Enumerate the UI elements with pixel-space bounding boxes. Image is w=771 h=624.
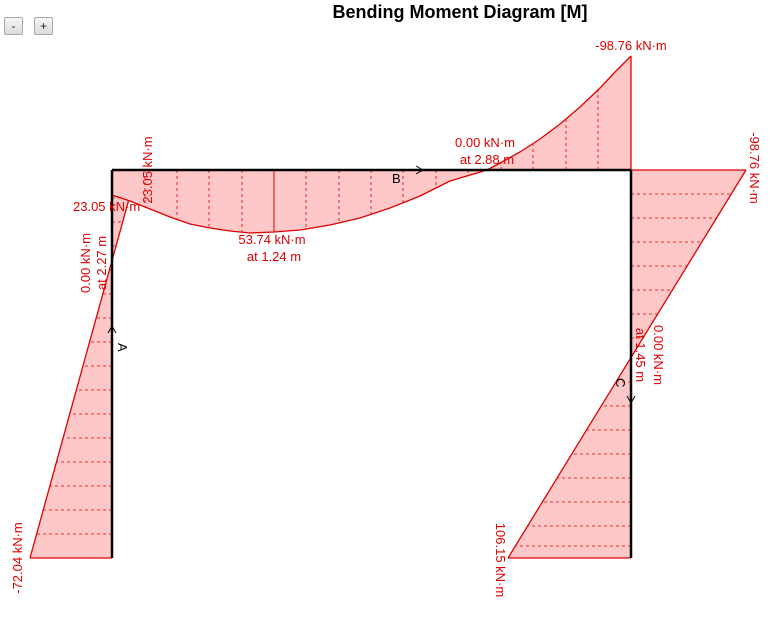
label-b-max-value: 53.74 kN·m	[238, 232, 305, 247]
member-direction-arrows	[107, 165, 636, 405]
moment-area-member-a	[29, 169, 138, 559]
label-a-bottom: -72.04 kN·m	[10, 522, 25, 594]
moment-area-member-b	[111, 55, 632, 234]
label-c-zero-value: 0.00 kN·m	[651, 325, 666, 385]
label-c-zero-position: at 1.45 m	[633, 328, 648, 382]
arrow-up-icon	[107, 324, 117, 334]
node-label-a: A	[115, 343, 130, 352]
label-a-top-horizontal: 23.05 kN·m	[73, 199, 140, 214]
label-b-zero-position: at 2.88 m	[460, 152, 514, 167]
node-label-b: B	[392, 171, 401, 186]
label-a-zero-value: 0.00 kN·m	[78, 233, 93, 293]
arrow-down-icon	[626, 395, 636, 405]
zoom-out-button[interactable]: -	[4, 17, 23, 35]
node-label-c: C	[613, 378, 628, 387]
label-a-zero-position: at 2.27 m	[94, 236, 109, 290]
label-c-top: -98.76 kN·m	[747, 132, 762, 204]
zoom-in-button[interactable]: +	[34, 17, 53, 35]
frame	[110, 168, 633, 558]
label-a-top-vertical: 23.05 kN·m	[140, 136, 155, 203]
label-b-zero-value: 0.00 kN·m	[455, 135, 515, 150]
label-b-max-position: at 1.24 m	[247, 249, 301, 264]
label-c-bottom: 106.15 kN·m	[493, 523, 508, 597]
arrow-right-icon	[415, 165, 425, 175]
diagram-title: Bending Moment Diagram [M]	[332, 2, 588, 22]
label-b-end: -98.76 kN·m	[595, 38, 667, 53]
moment-area-member-c	[507, 169, 747, 559]
